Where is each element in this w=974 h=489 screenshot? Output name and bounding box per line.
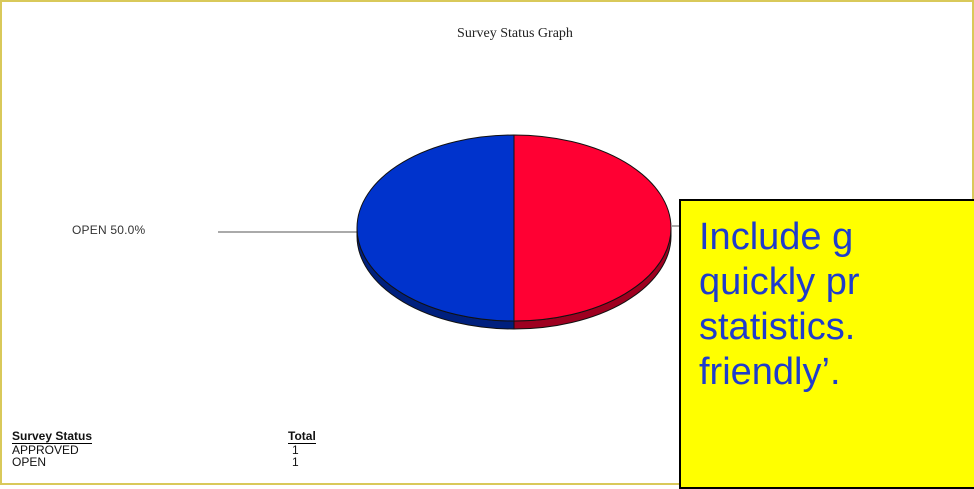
table-row: OPEN 1 <box>12 456 316 468</box>
chart-title: Survey Status Graph <box>457 26 573 41</box>
callout-line: friendly’. <box>699 351 841 393</box>
status-table: Survey Status Total APPROVED 1 OPEN 1 <box>12 429 316 468</box>
pie-slice-open <box>356 134 515 322</box>
callout-line: statistics. <box>699 306 856 348</box>
row-status: APPROVED <box>12 443 79 457</box>
row-status: OPEN <box>12 455 47 469</box>
table-row: APPROVED 1 <box>12 444 316 456</box>
callout-line: Include g <box>699 216 854 258</box>
header-survey-status: Survey Status <box>12 429 93 444</box>
callout-line: quickly pr <box>699 261 860 303</box>
header-total: Total <box>288 429 316 444</box>
open-slice-label: OPEN 50.0% <box>72 223 146 237</box>
row-total: 1 <box>292 443 299 457</box>
callout-box: Include g quickly pr statistics. friendl… <box>679 199 974 489</box>
table-header: Survey Status Total <box>12 429 316 444</box>
pie-slice-approved <box>513 134 672 322</box>
row-total: 1 <box>292 455 299 469</box>
